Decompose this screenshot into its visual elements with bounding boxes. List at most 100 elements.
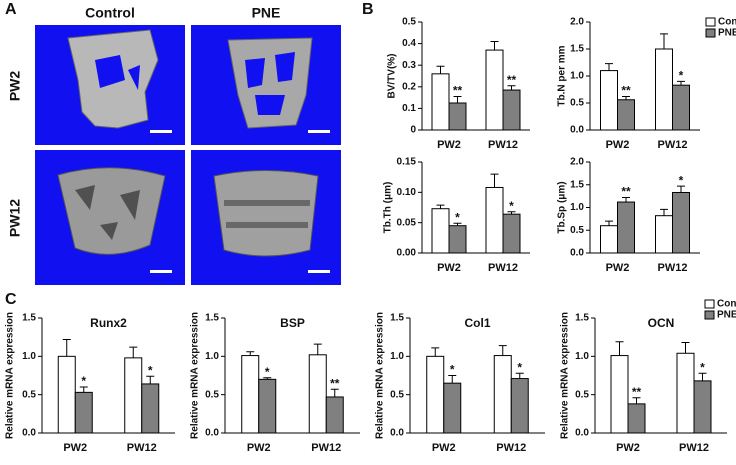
error-bar: [605, 63, 613, 71]
y-tick-label: 0.1: [402, 103, 416, 114]
bar: [74, 391, 93, 434]
error-bar: [129, 346, 138, 358]
x-tick-label: PW12: [127, 442, 157, 454]
significance: **: [330, 376, 340, 390]
error-bar: [507, 211, 516, 215]
bar: [502, 89, 521, 131]
panel-label: A: [5, 1, 17, 18]
row-header: PW12: [7, 199, 23, 237]
y-axis-label: Relative mRNA expression: [375, 312, 386, 439]
y-tick-label: 0.5: [390, 389, 404, 400]
significance: *: [509, 199, 514, 213]
bar: [693, 380, 712, 434]
bone-gap: [245, 52, 295, 115]
y-tick-label: 0.5: [570, 98, 584, 109]
column-header: PNE: [252, 5, 281, 21]
error-bar: [453, 96, 462, 103]
y-tick-label: 1.5: [570, 44, 584, 55]
significance: *: [450, 363, 455, 377]
error-bar: [330, 388, 339, 397]
bar: [510, 378, 529, 434]
y-tick-label: 0.0: [390, 428, 404, 439]
bar: [325, 396, 344, 434]
error-bar: [698, 372, 707, 381]
y-tick-label: 1.0: [390, 351, 404, 362]
y-tick-label: 0.5: [402, 17, 416, 28]
y-axis-label: BV/TV(%): [387, 54, 398, 99]
significance: **: [507, 73, 517, 87]
bar: [493, 355, 512, 434]
legend-label: Control: [717, 299, 736, 310]
x-tick-label: PW2: [247, 442, 271, 454]
error-bar: [681, 342, 690, 354]
panel-label: C: [5, 291, 17, 308]
error-bar: [660, 208, 668, 216]
bar: [443, 382, 462, 434]
error-bar: [436, 65, 445, 74]
significance: *: [700, 360, 705, 374]
significance: **: [453, 84, 463, 98]
significance: *: [81, 374, 86, 388]
y-axis-label: Tb.Th (μm): [383, 182, 394, 234]
error-bar: [313, 343, 322, 355]
x-tick-label: PW12: [311, 442, 341, 454]
error-bar: [146, 375, 155, 384]
error-bar: [62, 338, 71, 357]
bar: [600, 70, 618, 131]
error-bar: [263, 377, 272, 380]
y-tick-label: 0.15: [397, 157, 417, 168]
chart-title: Runx2: [90, 316, 127, 330]
x-tick-label: PW2: [606, 139, 630, 151]
bar: [610, 355, 629, 434]
y-axis-label: Relative mRNA expression: [5, 312, 16, 439]
y-tick-label: 0.0: [22, 428, 36, 439]
y-tick-label: 0.10: [397, 187, 417, 198]
error-bar: [436, 204, 445, 209]
y-tick-label: 0.5: [575, 389, 589, 400]
significance: *: [679, 69, 684, 83]
significance: *: [679, 173, 684, 187]
y-axis-label: Tb.Sp (μm): [557, 181, 568, 233]
error-bar: [453, 222, 462, 226]
error-bar: [660, 33, 668, 49]
y-tick-label: 1.0: [575, 351, 589, 362]
y-tick-label: 2.0: [570, 17, 584, 28]
chart-title: Col1: [464, 316, 490, 330]
x-tick-label: PW12: [658, 139, 688, 151]
x-tick-label: PW2: [437, 139, 461, 151]
bar: [617, 201, 635, 254]
error-bar: [79, 386, 88, 393]
error-bar: [490, 173, 499, 188]
significance: **: [621, 84, 631, 98]
bar: [124, 357, 143, 434]
row-header: PW2: [7, 71, 23, 102]
bar: [672, 191, 690, 254]
y-tick-label: 2.0: [570, 157, 584, 168]
x-tick-label: PW2: [432, 442, 456, 454]
chart-title: BSP: [280, 316, 305, 330]
x-tick-label: PW12: [679, 442, 709, 454]
bar: [448, 225, 467, 254]
error-bar: [677, 80, 685, 86]
scale-bar: [308, 130, 330, 133]
y-tick-label: 1.5: [205, 313, 219, 324]
y-tick-label: 0.5: [22, 389, 36, 400]
x-tick-label: PW2: [606, 262, 630, 274]
x-tick-label: PW12: [658, 262, 688, 274]
bar: [485, 49, 504, 131]
significance: *: [455, 210, 460, 224]
x-tick-label: PW2: [437, 262, 461, 274]
y-tick-label: 0.0: [570, 125, 584, 136]
y-tick-label: 1.0: [570, 71, 584, 82]
x-tick-label: PW2: [63, 442, 87, 454]
y-tick-label: 1.5: [22, 313, 36, 324]
y-axis-label: Relative mRNA expression: [560, 312, 571, 439]
x-tick-label: PW2: [616, 442, 640, 454]
y-tick-label: 0.00: [397, 248, 417, 259]
legend-swatch: [705, 28, 716, 38]
error-bar: [622, 96, 630, 100]
legend-swatch: [704, 299, 715, 309]
y-tick-label: 1.0: [205, 351, 219, 362]
bar: [672, 84, 690, 131]
